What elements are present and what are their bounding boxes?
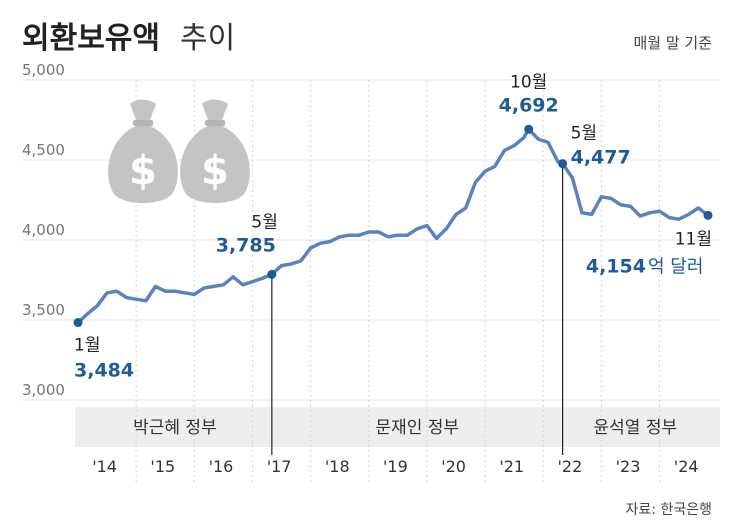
annotation-date: 5월 (251, 212, 277, 232)
annotation-unit: 억 달러 (648, 256, 703, 277)
annotation-date: 5월 (571, 124, 597, 144)
x-tick-label: '21 (499, 457, 524, 476)
annotation-value: 4,154 (586, 255, 646, 277)
annotation-date: 1월 (74, 336, 100, 356)
era-band (75, 407, 720, 447)
x-tick-label: '19 (383, 457, 408, 476)
data-point-marker (73, 318, 83, 328)
x-tick-label: '15 (150, 457, 175, 476)
x-tick-label: '17 (267, 457, 292, 476)
era-labels: 박근혜 정부 문재인 정부 윤석열 정부 (133, 418, 677, 438)
svg-text:$: $ (129, 148, 157, 194)
y-tick-label: 4,000 (22, 221, 65, 239)
x-tick-label: '22 (558, 457, 583, 476)
x-axis: '14 '15 '16 '17 '18 '19 '20 '21 '22 '23 '24 (92, 457, 698, 476)
era-label: 윤석열 정부 (594, 418, 678, 438)
y-tick-label: 3,000 (22, 381, 65, 399)
annotation-date: 10월 (510, 72, 547, 92)
reference-lines (271, 163, 564, 455)
markers (73, 124, 713, 328)
x-tick-label: '18 (325, 457, 350, 476)
x-tick-label: '14 (92, 457, 117, 476)
money-bag-icon: $ (180, 99, 250, 203)
y-tick-label: 5,000 (22, 61, 65, 79)
data-point-marker (558, 159, 568, 169)
chart-title: 외환보유액 (22, 21, 160, 56)
source-note: 자료: 한국은행 (626, 502, 712, 518)
annotation-value: 3,484 (74, 360, 134, 382)
era-label: 문재인 정부 (375, 418, 459, 438)
chart-subtitle: 추이 (180, 21, 235, 56)
x-tick-label: '16 (209, 457, 234, 476)
era-label: 박근혜 정부 (133, 418, 217, 438)
annotation-value: 4,477 (571, 147, 631, 169)
x-tick-label: '20 (441, 457, 466, 476)
annotation-date: 11월 (675, 229, 712, 249)
series-line (76, 127, 710, 325)
data-point-marker (524, 124, 534, 134)
x-tick-label: '24 (674, 457, 699, 476)
x-tick-label: '23 (616, 457, 641, 476)
annotation-value: 4,692 (499, 94, 559, 116)
svg-text:$: $ (201, 148, 229, 194)
annotation-value: 3,785 (216, 234, 276, 256)
basis-note: 매월 말 기준 (633, 34, 712, 52)
money-bag-icon: $ (108, 99, 178, 203)
y-tick-label: 4,500 (22, 141, 65, 159)
grid (22, 79, 720, 482)
y-axis: 3,000 3,500 4,000 4,500 5,000 (22, 61, 65, 399)
data-point-marker (267, 269, 277, 279)
data-point-marker (703, 210, 713, 220)
y-tick-label: 3,500 (22, 301, 65, 319)
